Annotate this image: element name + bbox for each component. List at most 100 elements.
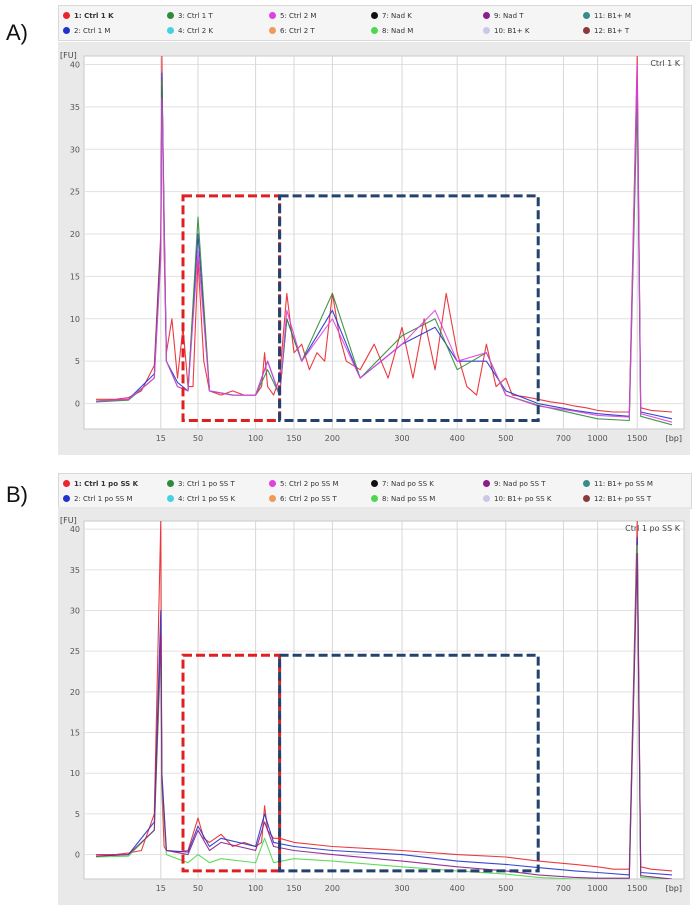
x-tick-label: 1000: [587, 434, 607, 443]
legend-item[interactable]: 1: Ctrl 1 po SS K: [63, 477, 138, 490]
legend: 1: Ctrl 1 K 2: Ctrl 1 M 3: Ctrl 1 T 4: Ctrl…: [58, 5, 692, 41]
legend-swatch: [583, 480, 590, 487]
legend-item[interactable]: 9: Nad po SS T: [483, 477, 546, 490]
legend-label: 4: Ctrl 2 K: [178, 26, 213, 35]
legend-swatch: [371, 480, 378, 487]
legend-label: 3: Ctrl 1 po SS T: [178, 479, 235, 488]
x-tick-label: 700: [556, 884, 571, 893]
sample-name: Ctrl 1 po SS K: [625, 524, 681, 533]
legend-item[interactable]: 6: Ctrl 2 T: [269, 24, 315, 37]
legend-label: 11: B1+ M: [594, 11, 631, 20]
y-tick-label: 30: [70, 145, 80, 154]
legend-item[interactable]: 3: Ctrl 1 T: [167, 9, 213, 22]
electropherogram: 0 5 10 15 20 25 30 35 40[FU] 15 50 100 150 200 300 400 5…: [58, 42, 690, 455]
legend-label: 5: Ctrl 2 po SS M: [280, 479, 339, 488]
y-axis-label: [FU]: [60, 51, 77, 60]
legend-item[interactable]: 8: Nad M: [371, 24, 413, 37]
legend-swatch: [483, 480, 490, 487]
x-tick-label: 15: [156, 884, 166, 893]
legend-swatch: [371, 12, 378, 19]
legend-label: 11: B1+ po SS M: [594, 479, 653, 488]
legend-label: 2: Ctrl 1 po SS M: [74, 494, 133, 503]
legend-item[interactable]: 7: Nad K: [371, 9, 412, 22]
legend-label: 6: Ctrl 2 T: [280, 26, 315, 35]
legend-swatch: [371, 495, 378, 502]
series-line: [95, 552, 673, 879]
legend-swatch: [483, 495, 490, 502]
x-tick-label: 500: [498, 884, 513, 893]
legend-item[interactable]: 3: Ctrl 1 po SS T: [167, 477, 235, 490]
x-tick-label: 300: [394, 884, 409, 893]
legend-item[interactable]: 7: Nad po SS K: [371, 477, 434, 490]
legend-swatch: [63, 495, 70, 502]
series-line: [96, 56, 673, 413]
electropherogram: 0 5 10 15 20 25 30 35 40[FU] 15 50 100 150 200 300 400 5…: [58, 507, 690, 905]
legend-item[interactable]: 10: B1+ K: [483, 24, 529, 37]
legend-item[interactable]: 4: Ctrl 2 K: [167, 24, 213, 37]
legend: 1: Ctrl 1 po SS K 2: Ctrl 1 po SS M 3: Ctr…: [58, 473, 692, 509]
plot-area: 0 5 10 15 20 25 30 35 40 [FU] 15 50 100 150 200 300 400 5…: [58, 42, 690, 455]
y-tick-label: 15: [70, 729, 80, 738]
x-tick-label: 150: [286, 884, 301, 893]
legend-swatch: [483, 27, 490, 34]
legend-item[interactable]: 5: Ctrl 2 M: [269, 9, 316, 22]
x-tick-label: 300: [394, 434, 409, 443]
legend-label: 2: Ctrl 1 M: [74, 26, 111, 35]
legend-item[interactable]: 11: B1+ po SS M: [583, 477, 653, 490]
legend-swatch: [167, 495, 174, 502]
y-tick-label: 30: [70, 607, 80, 616]
legend-item[interactable]: 2: Ctrl 1 M: [63, 24, 110, 37]
legend-label: 1: Ctrl 1 K: [74, 11, 114, 20]
legend-label: 5: Ctrl 2 M: [280, 11, 317, 20]
legend-item[interactable]: 10: B1+ po SS K: [483, 492, 552, 505]
legend-label: 7: Nad po SS K: [382, 479, 434, 488]
x-tick-label: 1000: [587, 884, 607, 893]
legend-label: 6: Ctrl 2 po SS T: [280, 494, 337, 503]
legend-item[interactable]: 2: Ctrl 1 po SS M: [63, 492, 133, 505]
legend-item[interactable]: 9: Nad T: [483, 9, 524, 22]
y-tick-label: 20: [70, 230, 80, 239]
x-tick-label: 50: [193, 884, 203, 893]
region-box: [278, 653, 540, 873]
legend-item[interactable]: 12: B1+ po SS T: [583, 492, 651, 505]
legend-item[interactable]: 11: B1+ M: [583, 9, 631, 22]
y-tick-label: 40: [70, 525, 80, 534]
y-tick-label: 35: [70, 103, 80, 112]
legend-swatch: [583, 12, 590, 19]
y-tick-label: 10: [70, 769, 80, 778]
panel-label: B): [6, 482, 28, 507]
x-tick-label: 150: [286, 434, 301, 443]
series-line: [95, 63, 673, 423]
y-tick-label: 20: [70, 688, 80, 697]
legend-label: 9: Nad po SS T: [494, 479, 546, 488]
x-tick-label: 100: [248, 434, 263, 443]
legend-swatch: [269, 495, 276, 502]
legend-item[interactable]: 6: Ctrl 2 po SS T: [269, 492, 337, 505]
legend-label: 10: B1+ K: [494, 26, 530, 35]
legend-label: 12: B1+ T: [594, 26, 630, 35]
legend-swatch: [63, 12, 70, 19]
legend-swatch: [371, 27, 378, 34]
legend-swatch: [167, 480, 174, 487]
sample-name: Ctrl 1 K: [650, 59, 680, 68]
legend-swatch: [269, 480, 276, 487]
plot-canvas: [83, 520, 685, 880]
legend-label: 4: Ctrl 1 po SS K: [178, 494, 236, 503]
x-tick-label: 1500: [627, 434, 647, 443]
legend-item[interactable]: 8: Nad po SS M: [371, 492, 435, 505]
y-tick-label: 15: [70, 272, 80, 281]
x-tick-label: 200: [325, 884, 340, 893]
legend-label: 8: Nad po SS M: [382, 494, 436, 503]
x-tick-label: 400: [450, 884, 465, 893]
panel-a: A) 1: Ctrl 1 K 2: Ctrl 1 M 3: Ctrl 1 T 4: C…: [6, 5, 692, 455]
x-tick-label: 15: [156, 434, 166, 443]
x-tick-label: 50: [193, 434, 203, 443]
legend-item[interactable]: 1: Ctrl 1 K: [63, 9, 114, 22]
legend-item[interactable]: 12: B1+ T: [583, 24, 629, 37]
legend-swatch: [269, 12, 276, 19]
panel-b: B) 1: Ctrl 1 po SS K 2: Ctrl 1 po SS M 3: …: [0, 468, 694, 905]
legend-swatch: [269, 27, 276, 34]
region-box: [181, 194, 282, 423]
legend-item[interactable]: 4: Ctrl 1 po SS K: [167, 492, 235, 505]
legend-item[interactable]: 5: Ctrl 2 po SS M: [269, 477, 339, 490]
